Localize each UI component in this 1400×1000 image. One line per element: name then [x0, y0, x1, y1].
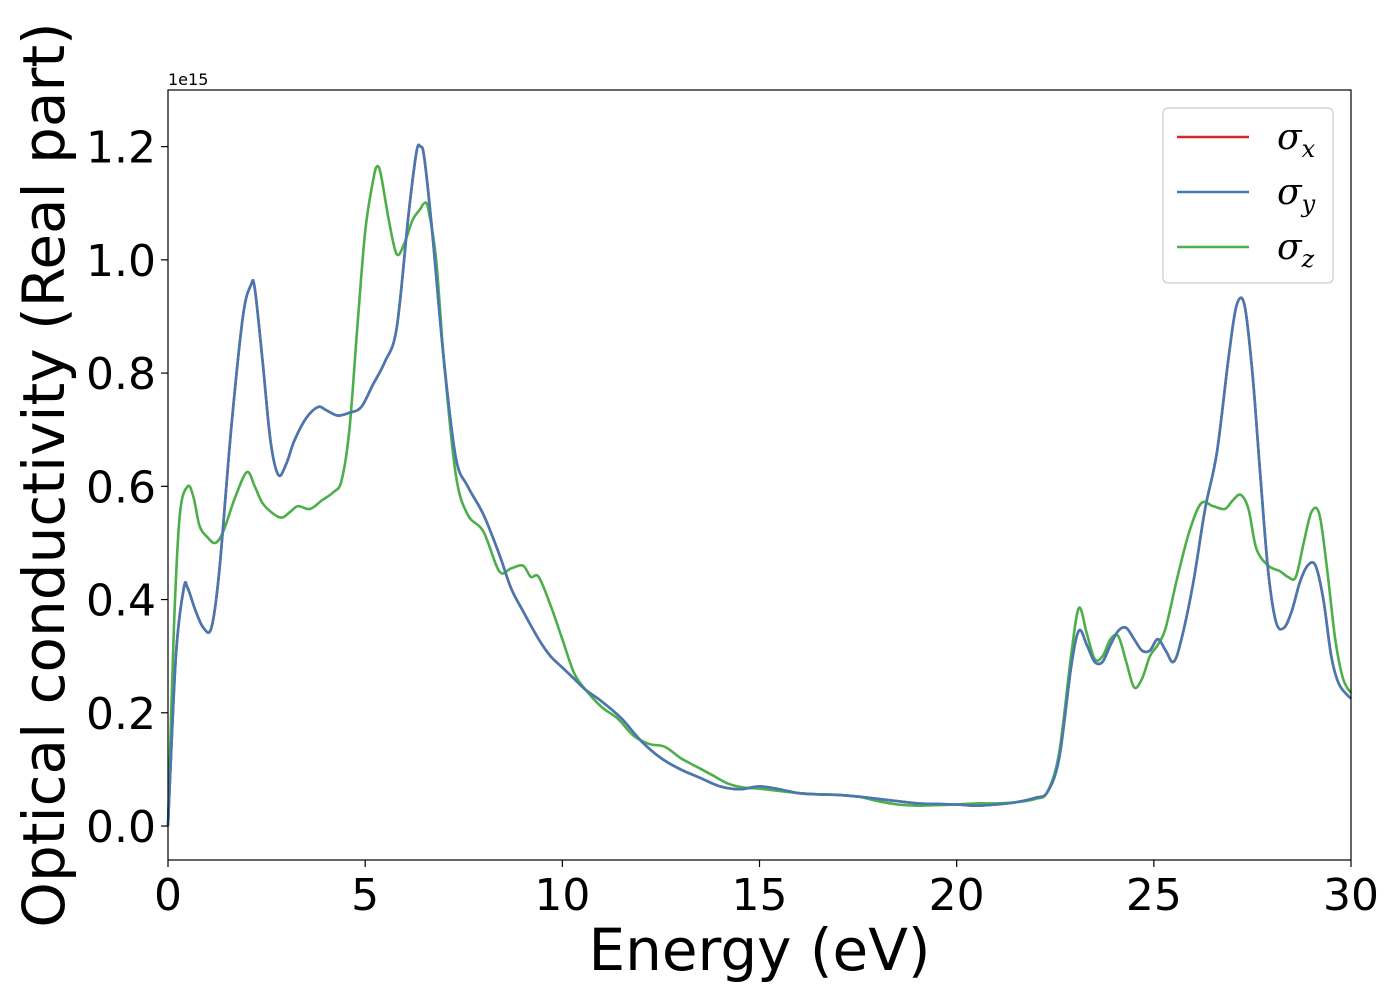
y-tick-label: 0.0	[86, 802, 156, 853]
y-tick-label: 0.8	[86, 349, 156, 400]
legend-box	[1162, 107, 1334, 284]
x-tick-label: 5	[351, 870, 379, 921]
x-tick-label: 25	[1126, 870, 1182, 921]
x-tick-label: 20	[929, 870, 985, 921]
y-offset-text: 1e15	[168, 70, 208, 89]
plot-area	[168, 90, 1351, 860]
series-line-y	[166, 143, 1352, 827]
x-tick-label: 15	[732, 870, 788, 921]
x-tick-label: 0	[154, 870, 182, 921]
y-axis-title: Optical conductivity (Real part)	[10, 22, 78, 927]
y-axis-ticks: 0.0 0.2 0.4 0.6 0.8 1.0 1.2	[86, 123, 168, 853]
x-tick-label: 30	[1323, 870, 1379, 921]
y-tick-label: 1.2	[86, 123, 156, 174]
series-layer	[166, 143, 1353, 827]
y-tick-label: 1.0	[86, 236, 156, 287]
x-axis-title: Energy (eV)	[588, 916, 930, 984]
y-tick-label: 0.6	[86, 462, 156, 513]
x-axis-ticks: 0 5 10 15 20 25 30	[154, 860, 1379, 921]
series-line-z	[166, 164, 1353, 827]
x-tick-label: 10	[534, 870, 590, 921]
y-tick-label: 0.2	[86, 689, 156, 740]
y-tick-label: 0.4	[86, 576, 156, 627]
